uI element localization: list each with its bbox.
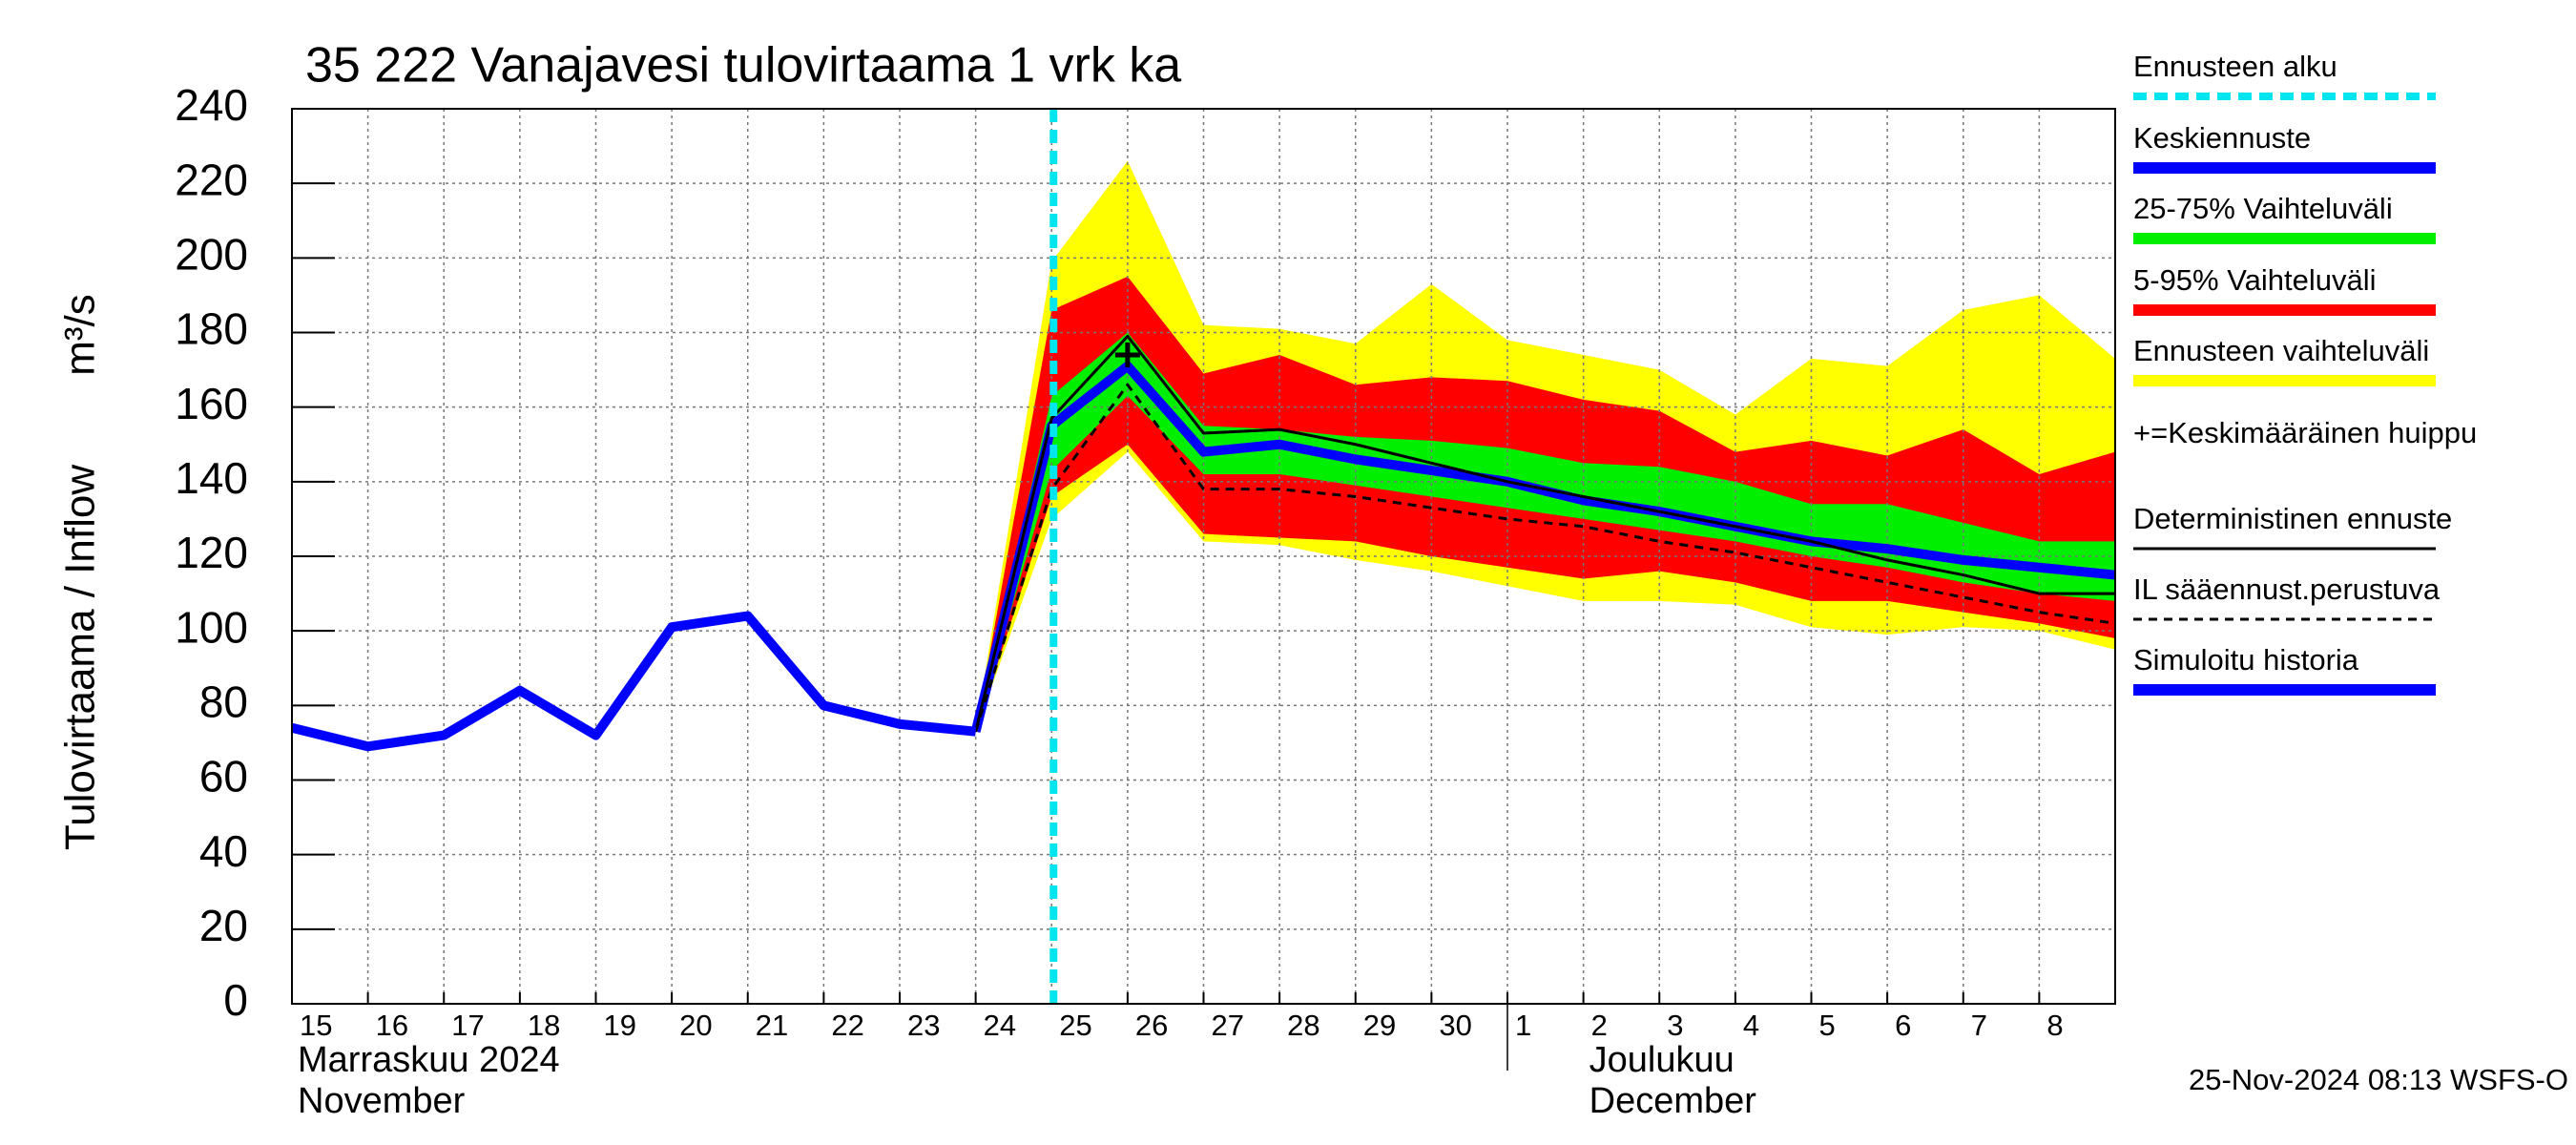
x-tick-label: 5 [1819, 1009, 1836, 1042]
y-tick-label: 100 [175, 602, 248, 652]
x-tick-label: 28 [1287, 1009, 1319, 1042]
y-tick-label: 200 [175, 229, 248, 279]
x-tick-label: 23 [907, 1009, 940, 1042]
band [975, 332, 2115, 732]
legend-label: +=Keskimääräinen huippu [2133, 416, 2477, 449]
legend-label: IL sääennust.perustuva [2133, 572, 2441, 606]
plot-frame [291, 108, 2116, 1005]
x-tick-label: 26 [1135, 1009, 1168, 1042]
x-tick-label: 2 [1591, 1009, 1608, 1042]
series-line [974, 334, 2115, 733]
y-tick-label: 80 [199, 677, 248, 726]
y-tick-label: 0 [223, 975, 248, 1025]
series-line [290, 611, 977, 752]
chart-title: 35 222 Vanajavesi tulovirtaama 1 vrk ka [305, 38, 1181, 94]
x-tick-label: 3 [1667, 1009, 1683, 1042]
x-tick-label: 4 [1743, 1009, 1759, 1042]
x-tick-label: 30 [1439, 1009, 1471, 1042]
legend-label: 5-95% Vaihteluväli [2133, 263, 2376, 297]
x-tick-label: 27 [1212, 1009, 1244, 1042]
month-label: Marraskuu 2024 [298, 1040, 560, 1080]
x-tick-label: 21 [756, 1009, 788, 1042]
y-tick-label: 180 [175, 304, 248, 354]
legend-label: Keskiennuste [2133, 121, 2311, 155]
y-tick-label: 220 [175, 155, 248, 204]
x-tick-label: 6 [1895, 1009, 1911, 1042]
x-tick-label: 25 [1059, 1009, 1091, 1042]
y-tick-label: 40 [199, 826, 248, 876]
month-label: Joulukuu [1589, 1040, 1735, 1080]
y-axis-label: Tulovirtaama / Inflow [57, 465, 104, 851]
x-tick-label: 29 [1363, 1009, 1396, 1042]
x-tick-label: 8 [2046, 1009, 2063, 1042]
y-tick-label: 120 [175, 528, 248, 577]
y-tick-label: 240 [175, 80, 248, 130]
x-tick-label: 20 [679, 1009, 712, 1042]
legend-label: Simuloitu historia [2133, 643, 2359, 677]
x-tick-label: 15 [300, 1009, 332, 1042]
legend-label: Ennusteen vaihteluväli [2133, 334, 2429, 367]
x-tick-label: 1 [1515, 1009, 1531, 1042]
y-axis-unit: m³/s [57, 294, 104, 376]
legend-label: Deterministinen ennuste [2133, 502, 2452, 535]
x-tick-label: 24 [984, 1009, 1016, 1042]
month-label: December [1589, 1081, 1757, 1121]
x-tick-label: 19 [604, 1009, 636, 1042]
legend-label: Ennusteen alku [2133, 50, 2337, 83]
y-tick-label: 140 [175, 453, 248, 503]
series-line [974, 383, 2116, 733]
y-tick-label: 60 [199, 752, 248, 802]
month-label: November [298, 1081, 466, 1121]
peak-marker [1114, 342, 1140, 367]
footer: 25-Nov-2024 08:13 WSFS-O [2189, 1063, 2568, 1096]
y-tick-label: 20 [199, 901, 248, 950]
series-line [970, 361, 2116, 733]
legend-label: 25-75% Vaihteluväli [2133, 192, 2393, 225]
y-tick-label: 160 [175, 379, 248, 428]
x-tick-label: 16 [376, 1009, 408, 1042]
x-tick-label: 7 [1971, 1009, 1987, 1042]
x-tick-label: 18 [528, 1009, 560, 1042]
x-tick-label: 22 [831, 1009, 863, 1042]
x-tick-label: 17 [451, 1009, 484, 1042]
